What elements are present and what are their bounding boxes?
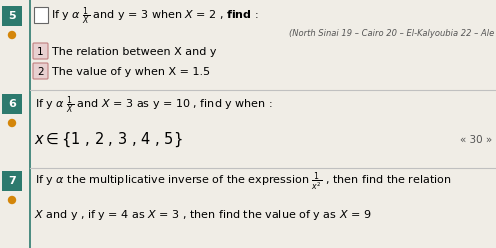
Text: $x$$\in$$\{$1 , 2 , 3 , 4 , 5$\}$: $x$$\in$$\{$1 , 2 , 3 , 4 , 5$\}$ [34, 131, 183, 149]
FancyBboxPatch shape [2, 94, 22, 114]
Circle shape [8, 196, 15, 204]
Text: The value of y when X = 1.5: The value of y when X = 1.5 [52, 67, 210, 77]
Text: The relation between X and y: The relation between X and y [52, 47, 216, 57]
FancyBboxPatch shape [34, 6, 48, 23]
Text: (North Sinai 19 – Cairo 20 – El-Kalyoubia 22 – Ale: (North Sinai 19 – Cairo 20 – El-Kalyoubi… [289, 29, 494, 37]
FancyBboxPatch shape [33, 43, 48, 59]
Text: 1: 1 [37, 47, 44, 57]
FancyBboxPatch shape [2, 6, 22, 26]
FancyBboxPatch shape [33, 63, 48, 79]
Text: 7: 7 [8, 176, 16, 186]
Text: If y $\alpha$ $\frac{1}{X}$ and $X$ = 3 as y = 10 , find y when :: If y $\alpha$ $\frac{1}{X}$ and $X$ = 3 … [35, 94, 273, 116]
Text: 6: 6 [8, 99, 16, 109]
Text: « 30 »: « 30 » [460, 135, 492, 145]
Circle shape [8, 31, 15, 38]
Circle shape [8, 120, 15, 126]
FancyBboxPatch shape [2, 171, 22, 191]
Text: If y $\alpha$ the multiplicative inverse of the expression $\frac{1}{x^2}$ , the: If y $\alpha$ the multiplicative inverse… [35, 171, 451, 193]
Text: 2: 2 [37, 67, 44, 77]
Text: $X$ and y , if y = 4 as $X$ = 3 , then find the value of y as $X$ = 9: $X$ and y , if y = 4 as $X$ = 3 , then f… [34, 208, 372, 222]
Text: If y $\alpha$ $\frac{1}{X}$ and y = 3 when $X$ = 2 , $\mathbf{find}$ :: If y $\alpha$ $\frac{1}{X}$ and y = 3 wh… [51, 5, 259, 27]
Text: 5: 5 [8, 11, 16, 21]
